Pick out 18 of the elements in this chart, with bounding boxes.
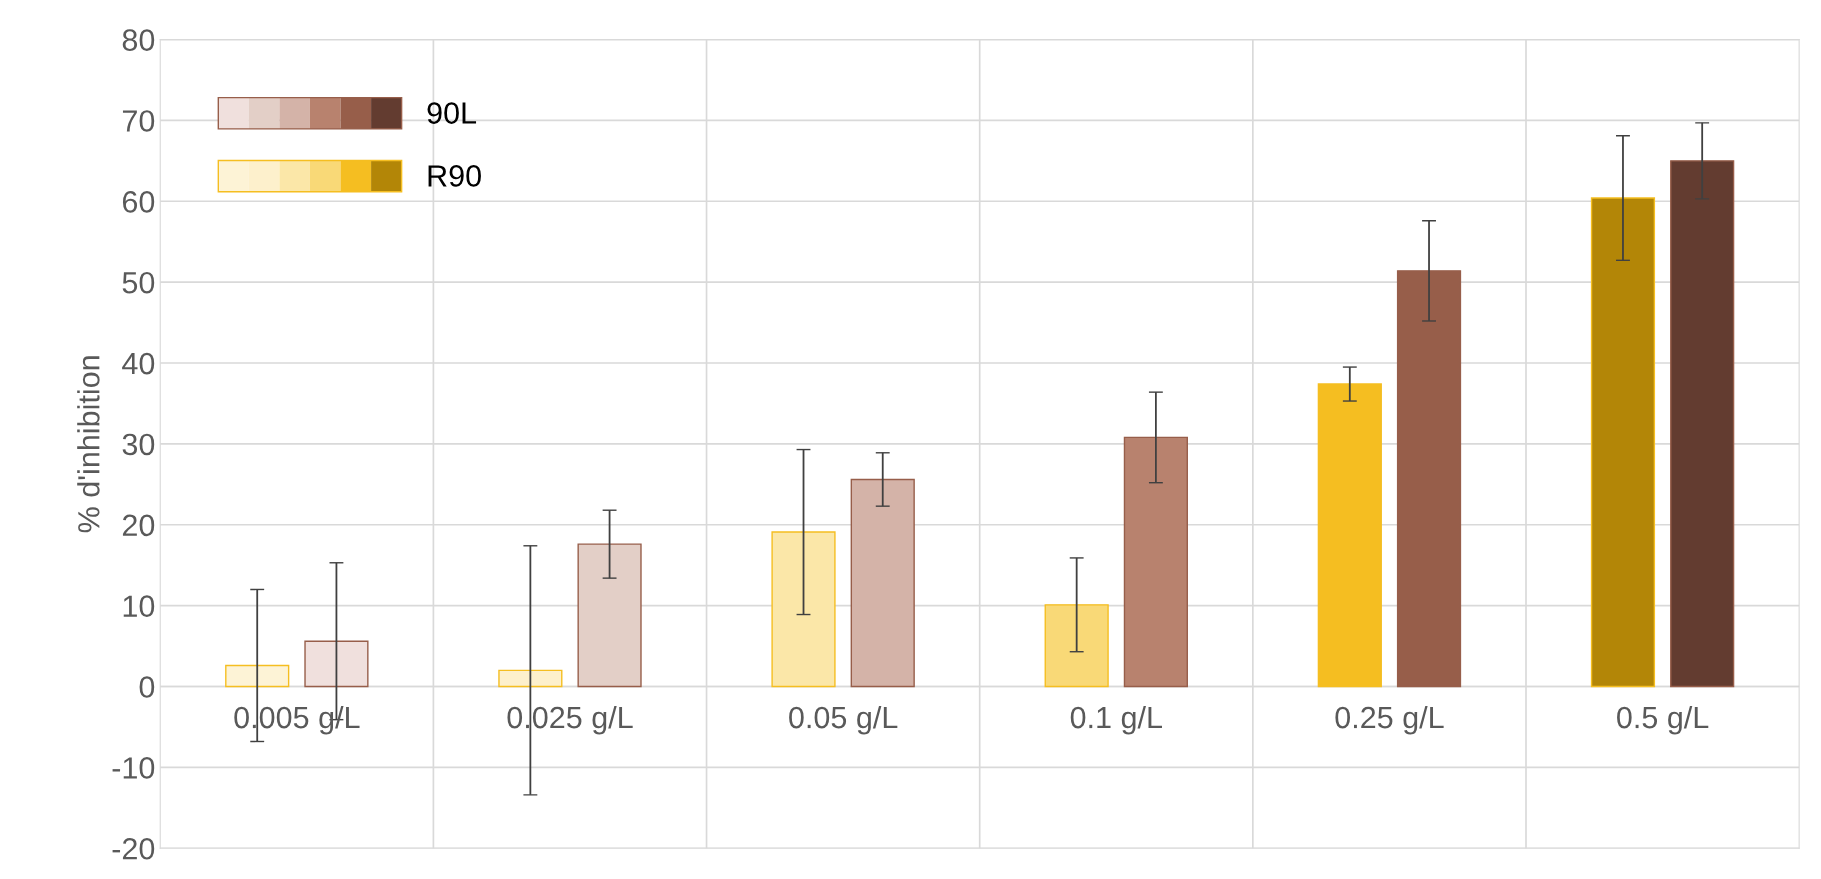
y-tick-label: 40	[122, 352, 155, 375]
y-tick-label: 80	[122, 29, 155, 51]
x-tick-label: 0.25 g/L	[1335, 705, 1444, 735]
y-tick-label: 50	[122, 271, 155, 294]
y-tick-label: -20	[112, 837, 155, 860]
y-tick-label: 0	[139, 676, 155, 698]
y-tick-label: -10	[112, 757, 155, 779]
legend-label: R90	[428, 165, 481, 187]
x-tick-label: 0.05 g/L	[789, 705, 898, 735]
y-tick-label: 20	[122, 514, 155, 537]
x-tick-label: 0.1 g/L	[1070, 705, 1162, 735]
x-tick-label: 0.5 g/L	[1617, 705, 1709, 735]
legend-label: 90L	[427, 102, 477, 124]
y-tick-label: 60	[122, 191, 155, 213]
y-tick-label: 30	[122, 433, 155, 456]
y-tick-label: 10	[123, 595, 155, 617]
y-tick-label: 70	[122, 110, 155, 132]
y-axis-title: % d'inhibition	[77, 356, 100, 533]
